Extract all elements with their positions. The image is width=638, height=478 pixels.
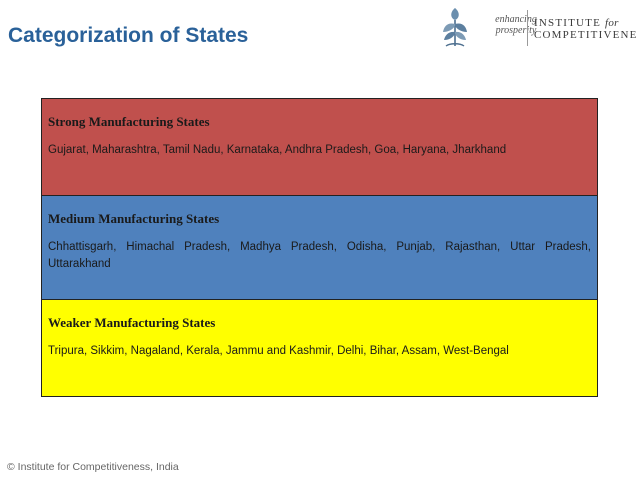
institute-name-line-1: INSTITUTE [534, 17, 602, 29]
logo-tagline: enhancing prosperity [476, 14, 556, 36]
categories-table: Strong Manufacturing States Gujarat, Mah… [41, 98, 598, 397]
category-medium: Medium Manufacturing States Chhattisgarh… [42, 195, 597, 299]
category-heading: Weaker Manufacturing States [48, 315, 216, 330]
tagline-line-1: enhancing [495, 14, 537, 25]
institute-name-for: for [604, 17, 619, 29]
category-states: Chhattisgarh, Himachal Pradesh, Madhya P… [48, 241, 591, 270]
logo-divider [527, 10, 528, 46]
institute-logo: enhancing prosperity INSTITUTE for COMPE… [440, 6, 638, 50]
category-states: Gujarat, Maharashtra, Tamil Nadu, Karnat… [48, 144, 507, 156]
category-states: Tripura, Sikkim, Nagaland, Kerala, Jammu… [48, 345, 509, 357]
institute-name-line-2: COMPETITIVENESS [534, 29, 638, 41]
category-heading: Strong Manufacturing States [48, 114, 210, 129]
page-title: Categorization of States [8, 24, 249, 47]
institute-name: INSTITUTE for COMPETITIVENESS [534, 17, 638, 41]
tagline-line-2: prosperity [495, 25, 537, 36]
category-heading: Medium Manufacturing States [48, 211, 220, 226]
category-strong: Strong Manufacturing States Gujarat, Mah… [42, 99, 597, 195]
wheat-leaf-logo-icon [443, 8, 467, 47]
category-weaker: Weaker Manufacturing States Tripura, Sik… [42, 299, 597, 396]
copyright-footer: © Institute for Competitiveness, India [7, 461, 179, 473]
